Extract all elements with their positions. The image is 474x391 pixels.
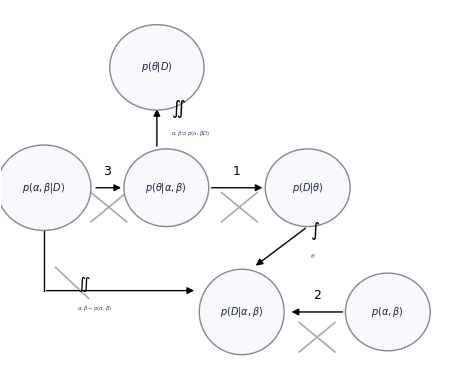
Ellipse shape [124,149,209,226]
Text: $p(D|\alpha,\beta)$: $p(D|\alpha,\beta)$ [220,305,264,319]
Text: 1: 1 [233,165,241,178]
Ellipse shape [199,269,284,355]
Text: 2: 2 [313,289,321,302]
Text: $p(D|\theta)$: $p(D|\theta)$ [292,181,324,195]
Text: $\iint$: $\iint$ [77,276,91,294]
Text: $_{\theta}$: $_{\theta}$ [310,252,316,261]
Text: $p(\alpha,\beta)$: $p(\alpha,\beta)$ [372,305,404,319]
Ellipse shape [346,273,430,351]
Ellipse shape [265,149,350,226]
Text: $p(\theta|D)$: $p(\theta|D)$ [141,60,173,74]
Text: $p(\alpha,\beta|D)$: $p(\alpha,\beta|D)$ [22,181,65,195]
Text: $p(\theta|\alpha,\beta)$: $p(\theta|\alpha,\beta)$ [146,181,187,195]
Text: 3: 3 [103,165,111,178]
Text: $\iint$: $\iint$ [171,98,186,120]
Text: $_{\alpha,\beta \sim p(\alpha,\beta)}$: $_{\alpha,\beta \sim p(\alpha,\beta)}$ [77,304,112,314]
Ellipse shape [0,145,91,230]
Text: $\int$: $\int$ [310,220,320,242]
Text: $_{\alpha,\beta \supset p(\alpha,\beta D)}$: $_{\alpha,\beta \supset p(\alpha,\beta D… [171,129,210,139]
Ellipse shape [110,25,204,110]
